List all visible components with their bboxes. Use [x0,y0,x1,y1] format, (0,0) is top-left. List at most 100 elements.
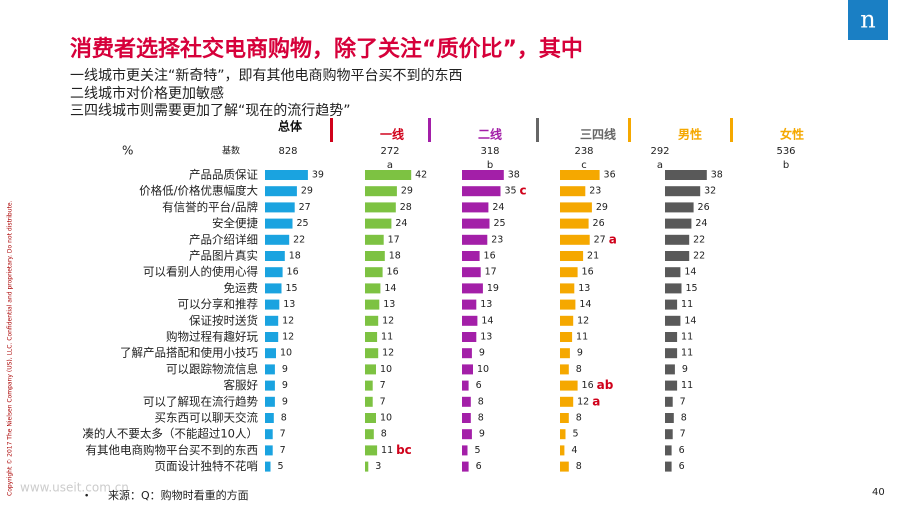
category-label: 可以了解现在流行趋势 [143,394,258,408]
value-label: 12 [382,315,394,326]
value-label: 19 [487,283,499,294]
value-label: 25 [296,218,308,229]
bar [462,396,471,407]
value-label: 13 [578,283,590,294]
category-label: 可以跟踪物流信息 [166,362,258,376]
value-label: 16 [287,267,299,278]
value-label: 23 [589,186,601,197]
category-label: 产品品质保证 [189,168,258,182]
value-label: 10 [380,413,392,424]
base-letter: a [387,160,393,171]
bar [265,461,271,472]
bar [462,364,473,375]
bar [365,218,392,229]
bar [265,332,279,342]
value-label: 4 [571,445,577,456]
bar [560,202,592,213]
bar [462,234,488,245]
bar [665,186,701,197]
base-value: 272 [380,146,399,157]
bar [560,283,575,294]
title: 消费者选择社交电商购物，除了关注“质价比”，其中 [70,36,583,62]
bar [560,413,569,423]
value-label: 12 [577,396,589,407]
value-label: 14 [684,315,696,326]
value-label: 42 [415,170,427,181]
header-marker [730,118,733,142]
bar [265,234,290,245]
category-label: 可以分享和推荐 [178,297,259,311]
category-label: 价格低/价格优惠幅度大 [139,184,258,198]
bar [560,380,578,391]
bar [665,299,678,310]
value-label: 11 [381,445,393,456]
value-label: 27 [594,234,606,245]
value-label: 6 [679,461,685,472]
bar [365,283,381,294]
category-label: 产品图片真实 [189,249,258,263]
value-label: 6 [476,380,482,391]
bar [365,348,379,359]
value-label: 38 [508,170,520,181]
value-label: 29 [401,186,413,197]
bar [665,251,690,261]
value-label: 32 [704,186,716,197]
base-value: 828 [278,146,297,157]
bar [560,364,569,375]
bar [462,299,477,310]
bar [265,267,283,278]
value-label: 7 [380,396,386,407]
logo: n [860,6,875,34]
bar [365,364,376,375]
bar [665,283,682,294]
bar [665,396,673,407]
bar [462,251,480,261]
value-label: 13 [283,299,295,310]
bar [665,348,678,359]
bar [560,396,574,407]
value-label: 7 [280,429,286,440]
bar [365,299,380,310]
value-label: 9 [282,396,288,407]
value-label: 9 [682,364,688,375]
page-number: 40 [872,487,885,498]
bar [365,202,396,213]
bullet: • [84,492,89,502]
value-label: 8 [381,429,387,440]
bar [265,202,295,213]
bar [462,267,481,278]
value-label: 22 [293,234,305,245]
value-label: 11 [381,332,393,343]
subtitle: 三四线城市则需要更加了解“现在的流行趋势” [70,102,351,119]
subtitle: 二线城市对价格更加敏感 [70,85,224,102]
value-label: 9 [479,429,485,440]
value-label: 7 [680,396,686,407]
value-label: 16 [582,380,594,391]
value-label: 14 [384,283,396,294]
bar [265,396,275,407]
bar [365,267,383,278]
value-label: 21 [587,251,599,262]
value-label: 12 [282,332,294,343]
category-label: 可以看别人的使用心得 [143,265,258,279]
bar [365,186,397,197]
bar [265,315,279,326]
bar [560,267,578,278]
bar [665,315,681,326]
bar [560,315,574,326]
value-label: 12 [382,348,394,359]
value-label: 17 [485,267,497,278]
bar [365,380,373,391]
header-marker [428,118,431,142]
value-label: 11 [681,348,693,359]
value-label: 18 [389,251,401,262]
value-label: 22 [693,234,705,245]
bar [265,170,308,180]
bar [265,186,297,197]
value-label: 26 [698,202,710,213]
series-header: 总体 [278,119,303,134]
series-header: 三四线 [580,127,616,142]
percent-label: % [122,144,133,158]
value-label: 13 [480,332,492,343]
